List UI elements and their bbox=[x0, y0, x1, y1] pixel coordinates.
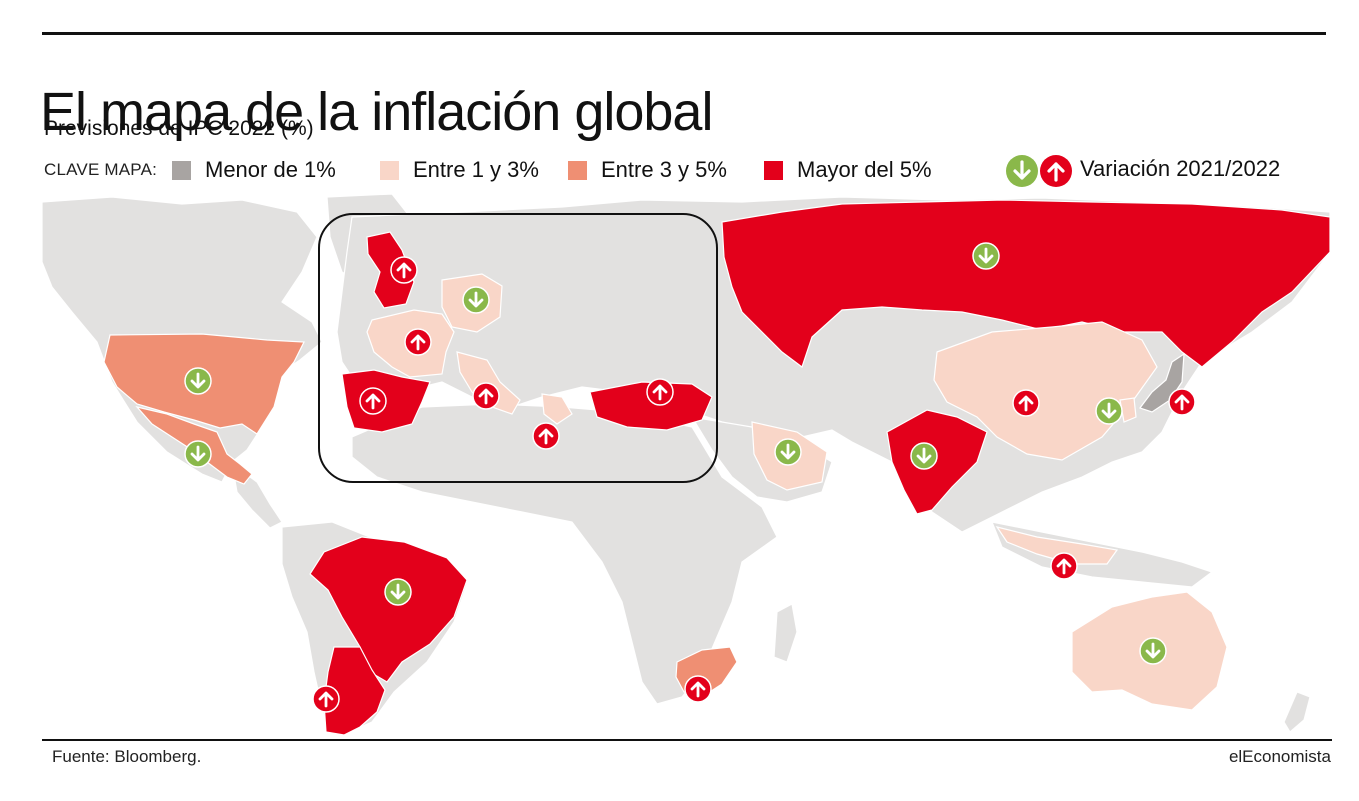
legend-label: Entre 3 y 5% bbox=[601, 157, 727, 182]
legend-variation-icons bbox=[1006, 154, 1074, 188]
legend-label: Entre 1 y 3% bbox=[413, 157, 539, 182]
legend-variation-label: Variación 2021/2022 bbox=[1080, 156, 1281, 181]
country-south-korea bbox=[1119, 397, 1137, 423]
map-legend: CLAVE MAPA: Menor de 1% Entre 1 y 3% Ent… bbox=[44, 154, 1334, 188]
country-russia bbox=[721, 199, 1331, 368]
legend-item-mayor-5: Mayor del 5% bbox=[764, 154, 932, 186]
arrow-down-circle-icon bbox=[1095, 397, 1123, 425]
arrow-up-circle-icon bbox=[1012, 389, 1040, 417]
page-subtitle: Previsiones de IPC 2022 (%) bbox=[44, 117, 314, 140]
legend-label: Menor de 1% bbox=[205, 157, 336, 182]
arrow-down-circle-icon bbox=[462, 286, 490, 314]
arrow-down-circle-icon bbox=[910, 442, 938, 470]
bottom-rule bbox=[42, 739, 1332, 741]
arrow-down-circle-icon bbox=[1139, 637, 1167, 665]
legend-label: Mayor del 5% bbox=[797, 157, 932, 182]
country-brazil bbox=[309, 536, 468, 683]
legend-title: CLAVE MAPA: bbox=[44, 160, 158, 179]
arrow-up-circle-icon bbox=[312, 685, 340, 713]
country-china bbox=[933, 321, 1158, 461]
legend-swatch-red bbox=[764, 160, 783, 180]
arrow-down-circle-icon bbox=[972, 242, 1000, 270]
arrow-up-circle-icon bbox=[359, 387, 387, 415]
arrow-up-circle-icon bbox=[1168, 388, 1196, 416]
legend-item-menor-1: Menor de 1% bbox=[172, 154, 336, 186]
arrow-up-circle-icon bbox=[390, 256, 418, 284]
arrow-up-circle-icon bbox=[1050, 552, 1078, 580]
country-japan bbox=[1139, 352, 1185, 413]
publisher-brand: elEconomista bbox=[1228, 747, 1331, 766]
source-note: Fuente: Bloomberg. bbox=[52, 747, 202, 766]
page-title: El mapa de la inflación global bbox=[40, 82, 713, 143]
legend-swatch-salmon bbox=[568, 160, 587, 180]
arrow-up-circle-icon bbox=[404, 328, 432, 356]
legend-item-1-3: Entre 1 y 3% bbox=[380, 154, 539, 186]
country-greece bbox=[541, 393, 573, 425]
arrow-down-circle-icon bbox=[384, 578, 412, 606]
arrow-up-circle-icon bbox=[532, 422, 560, 450]
europe-highlight-frame bbox=[318, 213, 718, 483]
country-indonesia bbox=[995, 526, 1119, 565]
world-map bbox=[42, 193, 1331, 736]
arrow-up-circle-icon bbox=[1040, 155, 1072, 187]
legend-swatch-grey bbox=[172, 160, 191, 180]
arrow-up-circle-icon bbox=[646, 378, 674, 406]
arrow-up-circle-icon bbox=[472, 382, 500, 410]
legend-swatch-light bbox=[380, 160, 399, 180]
arrow-down-circle-icon bbox=[1006, 155, 1038, 187]
country-india bbox=[886, 409, 988, 515]
legend-item-3-5: Entre 3 y 5% bbox=[568, 154, 727, 186]
legend-arrow-icons bbox=[1006, 155, 1072, 187]
arrow-up-circle-icon bbox=[684, 675, 712, 703]
arrow-down-circle-icon bbox=[774, 438, 802, 466]
arrow-down-circle-icon bbox=[184, 367, 212, 395]
top-rule bbox=[42, 32, 1326, 35]
arrow-down-circle-icon bbox=[184, 440, 212, 468]
